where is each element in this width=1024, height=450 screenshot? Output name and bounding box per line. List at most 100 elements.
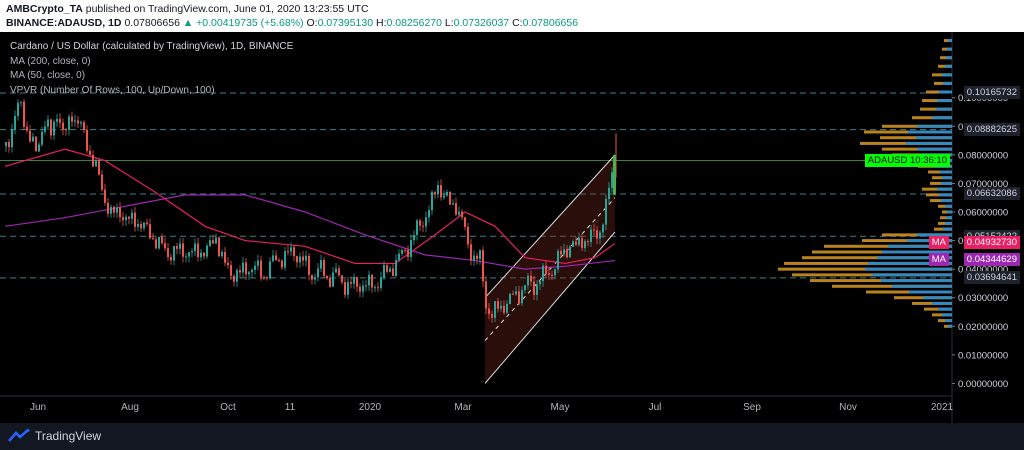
vpvr-bar-up-34 <box>868 261 952 265</box>
candle-body-450 <box>455 203 457 215</box>
candle-body-last <box>613 154 616 195</box>
candle-body-381 <box>386 265 388 272</box>
candle-body-123 <box>128 216 130 219</box>
candle-body-474 <box>479 250 481 260</box>
legend-ma50[interactable]: MA (50, close, 0) <box>10 70 86 81</box>
candle-body-540 <box>545 265 547 274</box>
vpvr-bar-up-9 <box>932 116 952 120</box>
candle-body-498 <box>503 305 505 313</box>
candle-body-132 <box>137 223 139 227</box>
candle-body-276 <box>281 260 283 268</box>
vpvr-bar-up-0 <box>948 39 952 43</box>
price-chart-svg[interactable]: 0.00000000 0.01000000 0.02000000 0.03000000… <box>0 32 1024 423</box>
candle-body-441 <box>446 191 448 196</box>
close-value: 0.07806656 <box>522 17 579 29</box>
candle-body-222 <box>227 262 229 266</box>
x-tick-label-2: Oct <box>220 402 236 413</box>
high-value: 0.08256270 <box>386 17 442 29</box>
vpvr-bar-up-38 <box>892 284 952 288</box>
ma200-price-tag-label: MA <box>928 252 949 266</box>
low-value: 0.07326037 <box>453 17 510 29</box>
candle-body-543 <box>548 273 550 275</box>
ma200-price-tag: 0.04344629 <box>963 252 1020 266</box>
published-text: published on TradingView.com, June 01, 2… <box>85 3 369 15</box>
candle-body-171 <box>176 246 178 249</box>
candle-body-330 <box>335 268 337 273</box>
candle-body-462 <box>467 226 469 245</box>
candle-body-510 <box>515 291 517 295</box>
candle-body-168 <box>173 246 175 261</box>
vpvr-bar-up-27 <box>945 221 952 225</box>
vpvr-bar-up-5 <box>943 81 952 85</box>
tradingview-brand[interactable]: TradingView <box>8 429 101 443</box>
candle-body-438 <box>443 195 445 198</box>
candle-body-294 <box>299 256 301 263</box>
candle-body-180 <box>185 256 187 258</box>
candle-body-384 <box>389 268 391 272</box>
y-tick-label-7: 0.07000000 <box>958 179 1008 190</box>
vpvr-bar-up-22 <box>939 193 952 197</box>
vpvr-bar-up-44 <box>945 319 952 323</box>
candle-body-36 <box>41 131 43 145</box>
publisher-name[interactable]: AMBCrypto_TA <box>6 3 83 15</box>
candle-body-486 <box>491 313 493 318</box>
symbol-label: BINANCE:ADAUSD, 1D <box>6 17 122 29</box>
candle-body-435 <box>440 185 442 198</box>
candle-body-9 <box>14 115 16 130</box>
chart-legend: Cardano / US Dollar (calculated by Tradi… <box>10 40 293 98</box>
candle-body-153 <box>158 236 160 249</box>
candle-body-534 <box>539 281 541 285</box>
candle-body-6 <box>11 129 13 148</box>
candle-body-480 <box>485 281 487 309</box>
candle-body-246 <box>251 269 253 273</box>
candle-body-156 <box>161 236 163 244</box>
ma50-price-tag: 0.04932730 <box>963 235 1020 249</box>
candle-body-57 <box>62 122 64 130</box>
candle-body-93 <box>98 160 100 175</box>
candle-body-228 <box>233 275 235 282</box>
vpvr-bar-up-26 <box>946 216 952 220</box>
candle-body-336 <box>341 275 343 283</box>
candle-body-87 <box>92 154 94 167</box>
vpvr-bar-up-23 <box>941 199 952 203</box>
candle-body-582 <box>587 241 589 243</box>
candle-body-414 <box>419 220 421 226</box>
legend-title: Cardano / US Dollar (calculated by Tradi… <box>10 41 294 52</box>
vpvr-bar-up-24 <box>945 204 952 208</box>
candle-body-240 <box>245 262 247 275</box>
candle-body-399 <box>404 249 406 251</box>
header-publish-line: AMBCrypto_TA published on TradingView.co… <box>6 3 369 16</box>
candle-body-408 <box>413 235 415 241</box>
candle-body-426 <box>431 192 433 211</box>
candle-body-270 <box>275 255 277 261</box>
vpvr-bar-up-32 <box>882 250 952 254</box>
candle-body-537 <box>542 265 544 282</box>
candle-body-354 <box>359 286 361 292</box>
candle-body-366 <box>371 274 373 288</box>
vpvr-bar-up-12 <box>916 136 952 140</box>
candle-body-24 <box>29 130 31 142</box>
open-label: O: <box>306 17 318 29</box>
tradingview-logo-icon <box>8 429 30 442</box>
legend-ma200[interactable]: MA (200, close, 0) <box>10 55 91 67</box>
vpvr-bar-up-4 <box>942 73 952 77</box>
vpvr-bar-up-21 <box>937 187 952 191</box>
candle-body-468 <box>473 255 475 261</box>
legend-vpvr[interactable]: VPVR (Number Of Rows, 100, Up/Down, 100) <box>10 84 215 96</box>
price-tag-1: 0.08882625 <box>963 123 1020 137</box>
candle-body-126 <box>131 212 133 219</box>
candle-body-597 <box>602 224 604 233</box>
candle-body-318 <box>323 260 325 276</box>
candle-body-45 <box>50 119 52 136</box>
candle-body-282 <box>287 251 289 253</box>
candle-body-267 <box>272 255 274 262</box>
candle-body-18 <box>23 101 25 127</box>
candle-body-210 <box>215 237 217 244</box>
candle-body-564 <box>569 246 571 258</box>
vpvr-bar-up-28 <box>943 227 952 231</box>
candle-body-369 <box>374 287 376 289</box>
candle-body-72 <box>77 120 79 124</box>
candle-body-198 <box>203 252 205 257</box>
candle-body-201 <box>206 245 208 257</box>
chart-area[interactable]: 0.00000000 0.01000000 0.02000000 0.03000000… <box>0 32 1024 423</box>
